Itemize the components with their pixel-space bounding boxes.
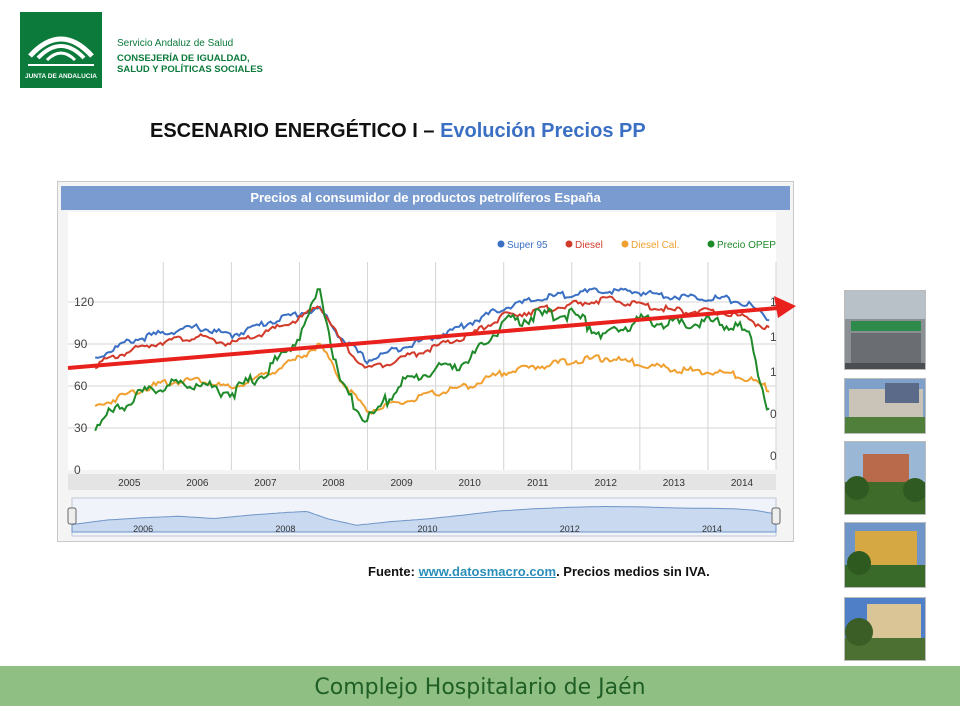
org-line-2: CONSEJERÍA DE IGUALDAD,	[117, 53, 250, 64]
legend-label: Precio OPEP	[717, 240, 776, 251]
navigator-tick-label: 2014	[702, 524, 722, 534]
x-tick-label: 2008	[322, 478, 345, 489]
legend-label: Diesel	[575, 240, 603, 251]
hospital-photo-2	[844, 378, 926, 434]
navigator-series	[71, 506, 777, 533]
y-tick-label-left: 120	[74, 295, 94, 309]
y-tick-label-right: 1	[770, 330, 777, 344]
navigator-handle	[67, 507, 77, 525]
chart-title: Precios al consumidor de productos petro…	[61, 186, 790, 210]
y-tick-label-left: 0	[74, 463, 81, 477]
y-tick-label-right: 1	[770, 295, 777, 309]
x-tick-label: 2007	[254, 478, 277, 489]
legend-swatch	[621, 240, 629, 248]
source-suffix: . Precios medios sin IVA.	[556, 564, 710, 579]
slide-title-main: ESCENARIO ENERGÉTICO I –	[150, 120, 441, 142]
price-chart: Precios al consumidor de productos petro…	[57, 181, 794, 542]
source-prefix: Fuente:	[368, 564, 419, 579]
navigator-tick-label: 2006	[133, 524, 153, 534]
slide-title: ESCENARIO ENERGÉTICO I – Evolución Preci…	[150, 120, 646, 143]
y-tick-label-right: 1	[770, 365, 777, 379]
legend-label: Diesel Cal.	[631, 240, 679, 251]
y-tick-label-left: 30	[74, 421, 88, 435]
footer-bar: Complejo Hospitalario de Jaén	[0, 666, 960, 706]
organization-name: Servicio Andaluz de Salud CONSEJERÍA DE …	[117, 38, 263, 75]
x-tick-label: 2011	[527, 478, 549, 489]
legend-swatch	[707, 240, 715, 248]
navigator-tick-label: 2010	[418, 524, 438, 534]
hospital-photo-5	[844, 597, 926, 661]
hospital-photo-4	[844, 522, 926, 588]
x-tick-label: 2012	[595, 478, 618, 489]
x-tick-label: 2009	[390, 478, 413, 489]
x-tick-label: 2005	[118, 478, 141, 489]
y-tick-label-left: 60	[74, 379, 88, 393]
legend-swatch	[565, 240, 573, 248]
x-tick-label: 2010	[459, 478, 482, 489]
y-tick-label-right: 0	[770, 407, 777, 421]
org-line-1: Servicio Andaluz de Salud	[117, 38, 234, 49]
org-line-3: SALUD Y POLÍTICAS SOCIALES	[117, 64, 263, 75]
navigator-handle	[771, 507, 781, 525]
navigator-tick-label: 2012	[560, 524, 580, 534]
source-note: Fuente: www.datosmacro.com. Precios medi…	[368, 564, 710, 579]
y-tick-label-left: 90	[74, 337, 88, 351]
y-tick-label-right: 0	[770, 449, 777, 463]
slide-title-accent: Evolución Precios PP	[440, 120, 646, 142]
x-tick-label: 2006	[186, 478, 209, 489]
hospital-photo-3	[844, 441, 926, 515]
x-tick-label: 2013	[663, 478, 686, 489]
logo-text: JUNTA DE ANDALUCIA	[25, 73, 97, 80]
x-axis-band	[68, 474, 776, 490]
chart-canvas: Super 95 Diesel Diesel Cal. Precio OPEP 120 9…	[67, 212, 781, 537]
legend-swatch	[497, 240, 505, 248]
hospital-photo-1	[844, 290, 926, 370]
footer-text: Complejo Hospitalario de Jaén	[314, 675, 646, 700]
navigator-tick-label: 2008	[275, 524, 295, 534]
x-tick-label: 2014	[731, 478, 754, 489]
junta-andalucia-logo: JUNTA DE ANDALUCIA	[20, 12, 102, 88]
source-link[interactable]: www.datosmacro.com	[418, 564, 557, 579]
legend-label: Super 95	[507, 240, 548, 251]
